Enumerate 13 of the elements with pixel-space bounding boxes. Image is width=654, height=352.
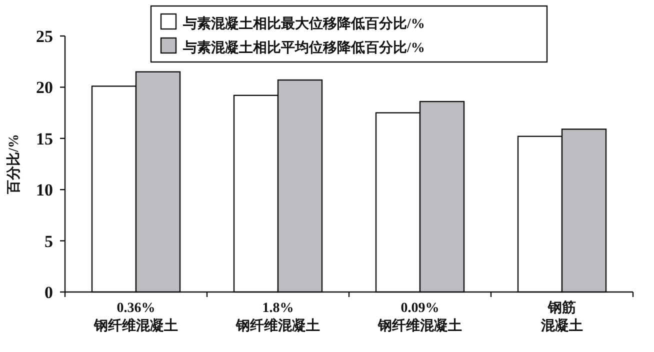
x-tick-label: 0.36% 钢纤维混凝土 <box>93 301 178 334</box>
y-axis-title: 百分比/% <box>6 134 22 195</box>
y-tick-label: 10 <box>36 180 53 200</box>
y-tick-label: 25 <box>36 27 53 46</box>
legend-label: 与素混凝土相比平均位移降低百分比/% <box>182 40 425 56</box>
y-tick-label: 15 <box>36 129 53 148</box>
y-tick-label: 20 <box>36 78 53 98</box>
x-tick-label: 钢筋混凝土 <box>540 300 583 334</box>
y-tick-label: 5 <box>44 232 53 251</box>
x-tick-label: 1.8% 钢纤维混凝土 <box>235 301 320 334</box>
legend-label: 与素混凝土相比最大位移降低百分比/% <box>182 16 425 32</box>
y-tick-label: 0 <box>44 283 53 302</box>
x-tick-label: 0.09% 钢纤维混凝土 <box>377 301 462 334</box>
